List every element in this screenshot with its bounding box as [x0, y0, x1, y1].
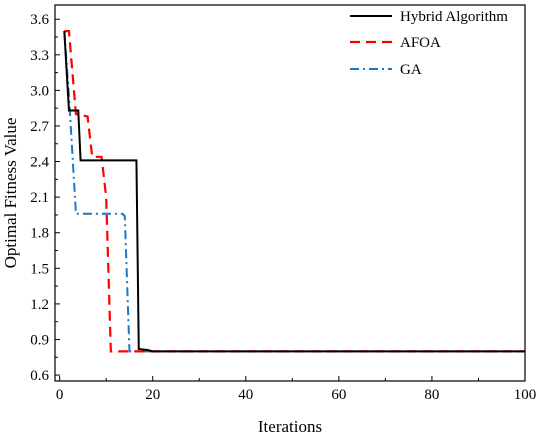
plot-frame — [54, 4, 526, 382]
x-tick-label: 80 — [424, 387, 439, 403]
x-axis-label: Iterations — [258, 417, 322, 436]
x-tick-label: 100 — [514, 387, 537, 403]
series-line-hybrid-algorithm — [63, 31, 525, 353]
x-tick-label: 60 — [331, 387, 346, 403]
x-tick-label: 40 — [238, 387, 253, 403]
x-tick-label: 20 — [145, 387, 160, 403]
y-tick-label: 3.6 — [30, 12, 49, 28]
y-tick-label: 2.1 — [30, 190, 49, 206]
y-tick-label: 1.2 — [30, 297, 49, 313]
plot-border — [54, 4, 526, 382]
y-tick-label: 1.5 — [30, 261, 49, 277]
x-tick-label: 0 — [56, 387, 64, 403]
series-layer — [63, 29, 525, 353]
legend-label-afoa: AFOA — [400, 35, 441, 51]
x-axis-ticks: 0 20 40 60 80 100 — [56, 376, 536, 403]
y-tick-label: 0.6 — [30, 368, 49, 384]
legend-label-hybrid-algorithm: Hybrid Algorithm — [400, 9, 508, 25]
series-line-afoa — [64, 29, 525, 353]
y-tick-label: 1.8 — [30, 226, 49, 242]
y-tick-label: 2.4 — [30, 155, 49, 171]
y-axis-ticks: 0.6 0.9 1.2 1.5 1.8 2.1 2.4 2.7 3.0 3.3 3.6 — [30, 12, 60, 384]
y-tick-label: 3.3 — [30, 48, 49, 64]
y-tick-label: 0.9 — [30, 332, 49, 348]
y-tick-label: 3.0 — [30, 83, 49, 99]
legend: Hybrid Algorithm AFOA GA — [350, 9, 508, 78]
y-tick-label: 2.7 — [30, 119, 49, 135]
series-line-ga — [63, 31, 525, 353]
y-axis-label: Optimal Fitness Value — [1, 118, 20, 269]
legend-label-ga: GA — [400, 62, 422, 78]
